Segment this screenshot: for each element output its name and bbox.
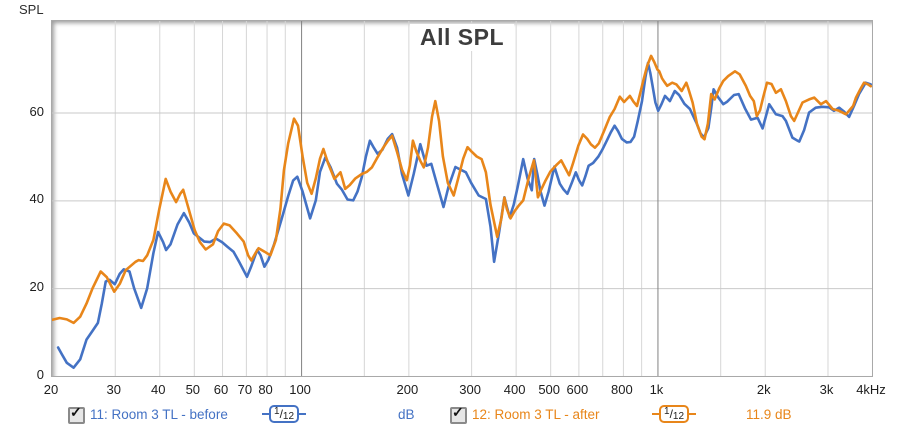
legend-value-after: 11.9 dB: [746, 407, 792, 422]
y-tick-label: 40: [29, 191, 44, 207]
legend-checkbox-after[interactable]: ✓: [450, 404, 467, 424]
y-tick-label: 0: [36, 367, 44, 382]
trace-after: [52, 54, 872, 325]
x-tick-label: 3k: [819, 382, 834, 397]
x-tick-label: 100: [289, 382, 311, 397]
spl-chart-canvas: [52, 21, 872, 376]
legend-checkbox-before[interactable]: ✓: [68, 404, 85, 424]
plot-area: [51, 20, 873, 377]
smoothing-denominator: 12: [282, 411, 295, 422]
y-axis-unit-label: SPL: [19, 2, 44, 17]
smoothing-badge-after[interactable]: 1/12: [652, 405, 697, 423]
check-mark-icon: ✓: [452, 404, 464, 420]
x-tick-label: 800: [611, 382, 633, 397]
badge-stub-icon: [299, 413, 307, 415]
legend-label-before[interactable]: 11: Room 3 TL - before: [90, 407, 228, 422]
smoothing-denominator: 12: [672, 411, 685, 422]
y-tick-label: 60: [29, 103, 44, 119]
x-tick-label: 300: [459, 382, 481, 397]
x-tick-label: 70: [237, 382, 253, 397]
x-tick-label: 500: [538, 382, 561, 397]
y-tick-label: 20: [29, 279, 44, 295]
badge-stub-icon: [652, 413, 659, 415]
x-tick-label: 30: [106, 382, 121, 397]
x-tick-label: 60: [213, 382, 229, 397]
trace-before: [56, 61, 872, 369]
fraction-slash: /: [669, 407, 673, 421]
badge-stub-icon: [689, 413, 697, 415]
x-tick-label: 40: [151, 382, 166, 397]
x-tick-label: 20: [43, 382, 59, 397]
x-tick-label: 200: [396, 382, 419, 397]
x-tick-label: 600: [566, 382, 589, 397]
x-tick-label: 80: [258, 382, 273, 397]
x-tick-label: 2k: [756, 382, 771, 397]
x-tick-label: 50: [185, 382, 201, 397]
x-tick-label: 1k: [649, 382, 664, 397]
x-tick-label: 400: [503, 382, 526, 397]
legend-label-after[interactable]: 12: Room 3 TL - after: [472, 407, 600, 422]
badge-stub-icon: [262, 413, 269, 415]
smoothing-badge-before[interactable]: 1/12: [262, 405, 307, 423]
check-mark-icon: ✓: [70, 404, 82, 420]
smoothing-numerator: 1: [664, 406, 670, 417]
x-tick-label: 4kHz: [856, 382, 886, 397]
legend-value-before: dB: [398, 407, 415, 422]
smoothing-numerator: 1: [274, 406, 280, 417]
fraction-slash: /: [279, 407, 283, 421]
